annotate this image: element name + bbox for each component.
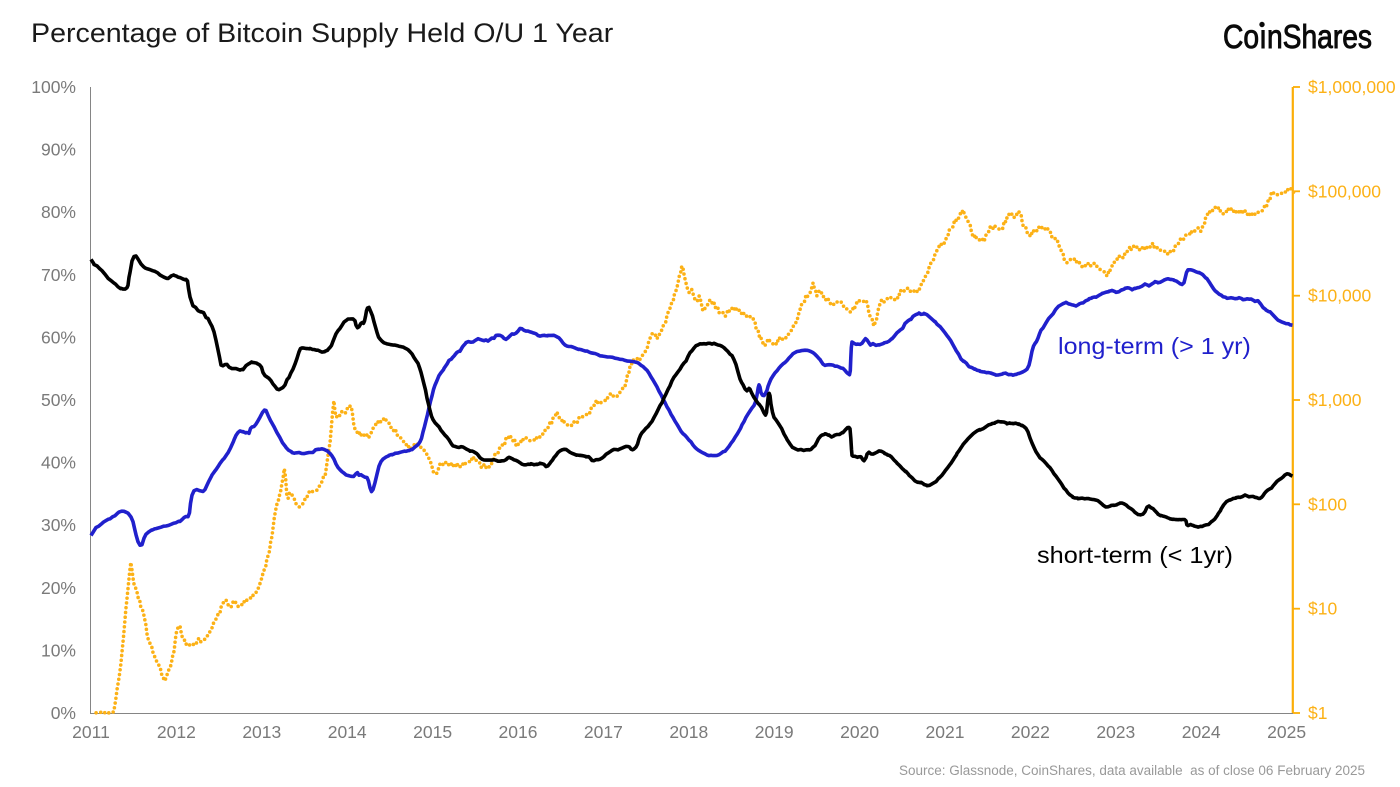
svg-text:2012: 2012	[157, 722, 196, 742]
svg-text:$10,000: $10,000	[1308, 286, 1372, 306]
svg-text:Source: Glassnode, CoinShares,: Source: Glassnode, CoinShares, data avai…	[899, 763, 1365, 778]
svg-text:100%: 100%	[31, 77, 76, 97]
svg-text:2013: 2013	[242, 722, 281, 742]
svg-text:CoınShares: CoınShares	[1223, 18, 1372, 56]
svg-text:2022: 2022	[1011, 722, 1050, 742]
svg-text:90%: 90%	[41, 140, 76, 160]
svg-text:60%: 60%	[41, 327, 76, 347]
svg-text:short-term (< 1yr): short-term (< 1yr)	[1037, 543, 1233, 569]
svg-text:10%: 10%	[41, 640, 76, 660]
svg-text:20%: 20%	[41, 578, 76, 598]
svg-text:30%: 30%	[41, 515, 76, 535]
svg-text:$1: $1	[1308, 703, 1327, 723]
svg-text:$10: $10	[1308, 599, 1337, 619]
svg-text:40%: 40%	[41, 453, 76, 473]
svg-text:2015: 2015	[413, 722, 452, 742]
svg-text:long-term (> 1 yr): long-term (> 1 yr)	[1058, 334, 1251, 360]
svg-text:2025: 2025	[1267, 722, 1306, 742]
svg-text:80%: 80%	[41, 202, 76, 222]
svg-text:$1,000,000: $1,000,000	[1308, 77, 1396, 97]
svg-text:70%: 70%	[41, 265, 76, 285]
svg-text:$100: $100	[1308, 494, 1347, 514]
svg-text:50%: 50%	[41, 390, 76, 410]
svg-text:2021: 2021	[926, 722, 965, 742]
svg-text:2018: 2018	[669, 722, 708, 742]
svg-text:$1,000: $1,000	[1308, 390, 1362, 410]
svg-text:Percentage of Bitcoin Supply H: Percentage of Bitcoin Supply Held O/U 1 …	[31, 18, 613, 48]
svg-text:2023: 2023	[1096, 722, 1135, 742]
svg-text:0%: 0%	[51, 703, 76, 723]
svg-text:2011: 2011	[72, 722, 110, 742]
svg-text:2019: 2019	[755, 722, 794, 742]
svg-text:2020: 2020	[840, 722, 879, 742]
svg-text:2024: 2024	[1182, 722, 1221, 742]
svg-text:$100,000: $100,000	[1308, 181, 1381, 201]
svg-text:2017: 2017	[584, 722, 623, 742]
svg-text:2014: 2014	[328, 722, 367, 742]
svg-text:2016: 2016	[499, 722, 538, 742]
